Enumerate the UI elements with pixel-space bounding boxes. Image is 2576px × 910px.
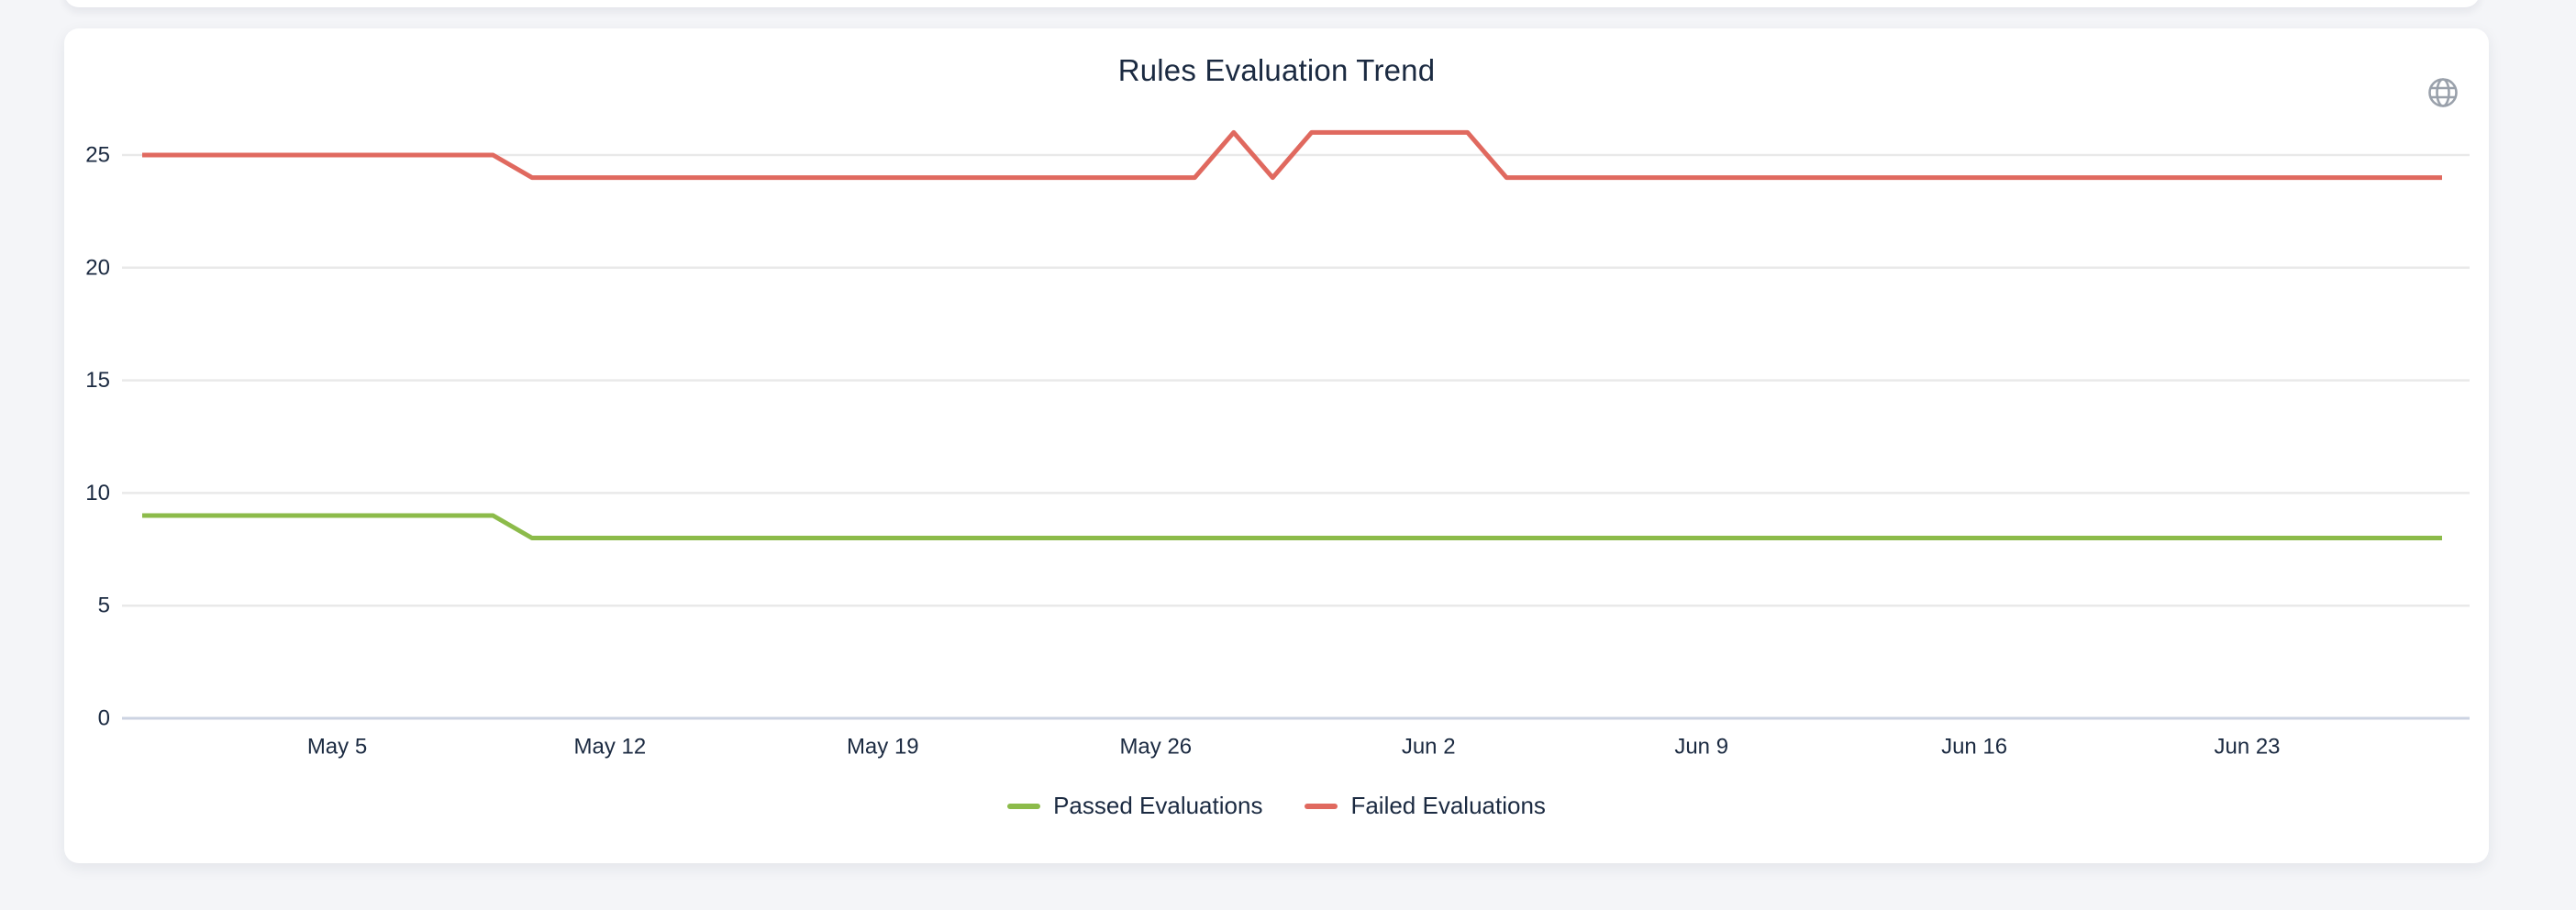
failed-evaluations-line (142, 129, 2442, 181)
y-tick-label: 15 (85, 368, 110, 393)
y-tick-label: 0 (98, 706, 110, 731)
passed-evaluations-label: Passed Evaluations (1053, 792, 1263, 819)
x-tick-label: Jun 16 (1941, 735, 2007, 760)
failed-evaluations-label: Failed Evaluations (1350, 792, 1546, 819)
chart-legend: Passed Evaluations Failed Evaluations (64, 792, 2489, 820)
y-tick-label: 10 (85, 481, 110, 505)
rules-evaluation-trend-card: Rules Evaluation Trend 0 5 10 15 20 25 May 5 Ma… (64, 28, 2489, 863)
x-tick-label: Jun 23 (2214, 735, 2280, 760)
previous-card-edge (64, 0, 2480, 7)
x-tick-label: May 5 (307, 735, 367, 760)
x-tick-label: Jun 9 (1674, 735, 1728, 760)
chart-title: Rules Evaluation Trend (1117, 53, 1436, 87)
passed-evaluations-swatch (1007, 803, 1041, 809)
passed-evaluations-line (142, 513, 2442, 540)
failed-evaluations-swatch (1305, 803, 1338, 809)
y-tick-label: 20 (85, 255, 110, 280)
globe-icon (2426, 76, 2459, 109)
y-tick-label: 5 (98, 594, 110, 618)
globe-button[interactable] (2426, 76, 2459, 109)
line-chart-canvas[interactable]: 0 5 10 15 20 25 May 5 May 12 May 19 May 26 Jun 2 Ju… (64, 111, 2489, 771)
legend-item-passed-evaluations[interactable]: Passed Evaluations (1007, 792, 1262, 820)
x-tick-label: May 26 (1119, 735, 1192, 760)
x-tick-label: May 19 (847, 735, 919, 760)
x-tick-label: May 12 (574, 735, 647, 760)
y-tick-label: 25 (85, 143, 110, 168)
legend-item-failed-evaluations[interactable]: Failed Evaluations (1305, 792, 1546, 820)
chart-plot-area[interactable]: 0 5 10 15 20 25 May 5 May 12 May 19 May 26 Jun 2 Ju… (64, 111, 2489, 771)
x-tick-label: Jun 2 (1402, 735, 1456, 760)
